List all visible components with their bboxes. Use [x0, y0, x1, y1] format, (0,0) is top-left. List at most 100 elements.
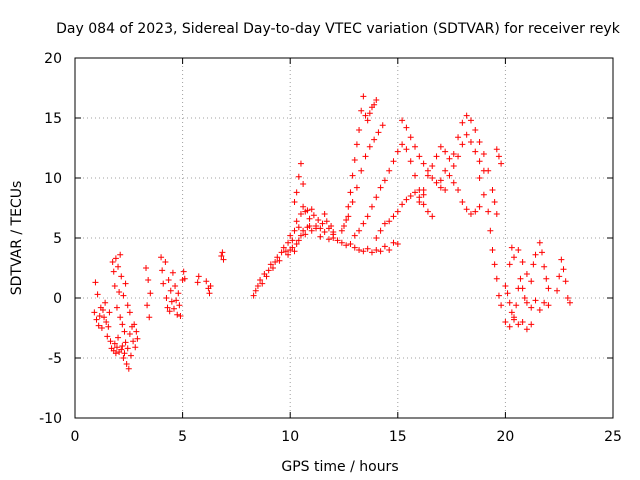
data-point — [165, 277, 172, 283]
data-point — [291, 199, 298, 205]
data-point — [112, 350, 119, 357]
data-point — [508, 309, 515, 316]
data-point — [358, 167, 365, 174]
data-point — [343, 217, 350, 223]
data-point — [356, 247, 363, 253]
data-point — [530, 261, 537, 268]
x-tick-label: 15 — [389, 429, 407, 445]
data-point — [124, 345, 131, 352]
data-point — [379, 122, 386, 129]
data-point — [110, 268, 117, 275]
data-point — [495, 292, 502, 299]
data-point — [360, 93, 367, 100]
data-point — [403, 146, 410, 153]
data-point — [194, 279, 201, 286]
data-point — [101, 314, 108, 321]
data-point — [338, 227, 345, 234]
data-point — [386, 247, 393, 253]
data-point — [386, 218, 393, 225]
y-tick-label: 0 — [53, 291, 62, 307]
data-point — [437, 177, 444, 184]
data-point — [532, 297, 539, 304]
data-point — [519, 259, 526, 265]
data-point — [403, 124, 410, 131]
data-point — [169, 269, 176, 276]
x-tick-label: 5 — [178, 429, 187, 445]
data-point — [446, 172, 453, 179]
data-point — [487, 227, 494, 234]
data-point — [133, 328, 140, 335]
y-tick-label: 10 — [44, 171, 62, 187]
y-tick-label: 15 — [44, 111, 62, 127]
data-point — [293, 189, 300, 196]
data-point — [351, 244, 358, 251]
data-point — [521, 295, 528, 301]
data-point — [111, 340, 118, 347]
data-point — [399, 141, 406, 148]
data-point — [536, 239, 543, 246]
data-point — [412, 143, 419, 150]
data-point — [115, 334, 122, 341]
data-point — [373, 247, 380, 253]
data-point — [158, 254, 165, 261]
data-point — [364, 117, 371, 124]
data-point — [103, 319, 110, 325]
data-point — [442, 148, 449, 155]
data-point — [556, 273, 563, 280]
data-point — [545, 302, 552, 309]
data-point — [308, 206, 315, 213]
data-point — [424, 172, 431, 179]
data-point — [515, 321, 522, 328]
data-point — [219, 249, 226, 256]
data-point — [399, 117, 406, 124]
data-point — [274, 254, 281, 261]
data-point — [297, 160, 304, 167]
data-point — [206, 290, 213, 297]
data-point — [106, 309, 113, 316]
data-point — [407, 193, 414, 199]
data-point — [297, 232, 304, 239]
data-point — [502, 283, 509, 289]
data-point — [353, 141, 360, 148]
data-point — [472, 127, 479, 133]
data-point — [476, 175, 483, 181]
data-point — [390, 239, 397, 246]
data-point — [126, 309, 133, 316]
data-point — [403, 196, 410, 203]
data-point — [115, 263, 122, 270]
data-point — [102, 299, 109, 306]
data-point — [174, 311, 181, 318]
data-point — [467, 211, 474, 217]
data-point — [495, 153, 502, 160]
x-tick-label: 0 — [71, 429, 80, 445]
data-point — [356, 127, 363, 133]
data-point — [362, 112, 369, 119]
data-point — [476, 203, 483, 210]
data-point — [160, 280, 167, 287]
data-point — [109, 259, 116, 265]
data-point — [373, 97, 380, 103]
data-point — [306, 223, 313, 229]
data-point — [119, 343, 126, 349]
data-point — [132, 344, 139, 351]
data-point — [377, 248, 384, 255]
data-point — [295, 224, 302, 231]
data-point — [147, 290, 154, 297]
data-point — [166, 308, 173, 315]
data-point — [455, 187, 462, 193]
data-point — [506, 299, 513, 306]
data-point — [122, 280, 129, 287]
data-point — [480, 151, 487, 157]
data-point — [105, 323, 112, 330]
data-point — [377, 184, 384, 191]
data-point — [381, 220, 388, 227]
data-point — [498, 160, 505, 167]
data-point — [536, 307, 543, 313]
data-point — [523, 326, 530, 333]
data-point — [306, 215, 313, 222]
data-point — [285, 239, 292, 246]
data-point — [366, 110, 373, 117]
data-point — [120, 355, 127, 361]
data-point — [377, 227, 384, 234]
data-point — [252, 287, 259, 294]
